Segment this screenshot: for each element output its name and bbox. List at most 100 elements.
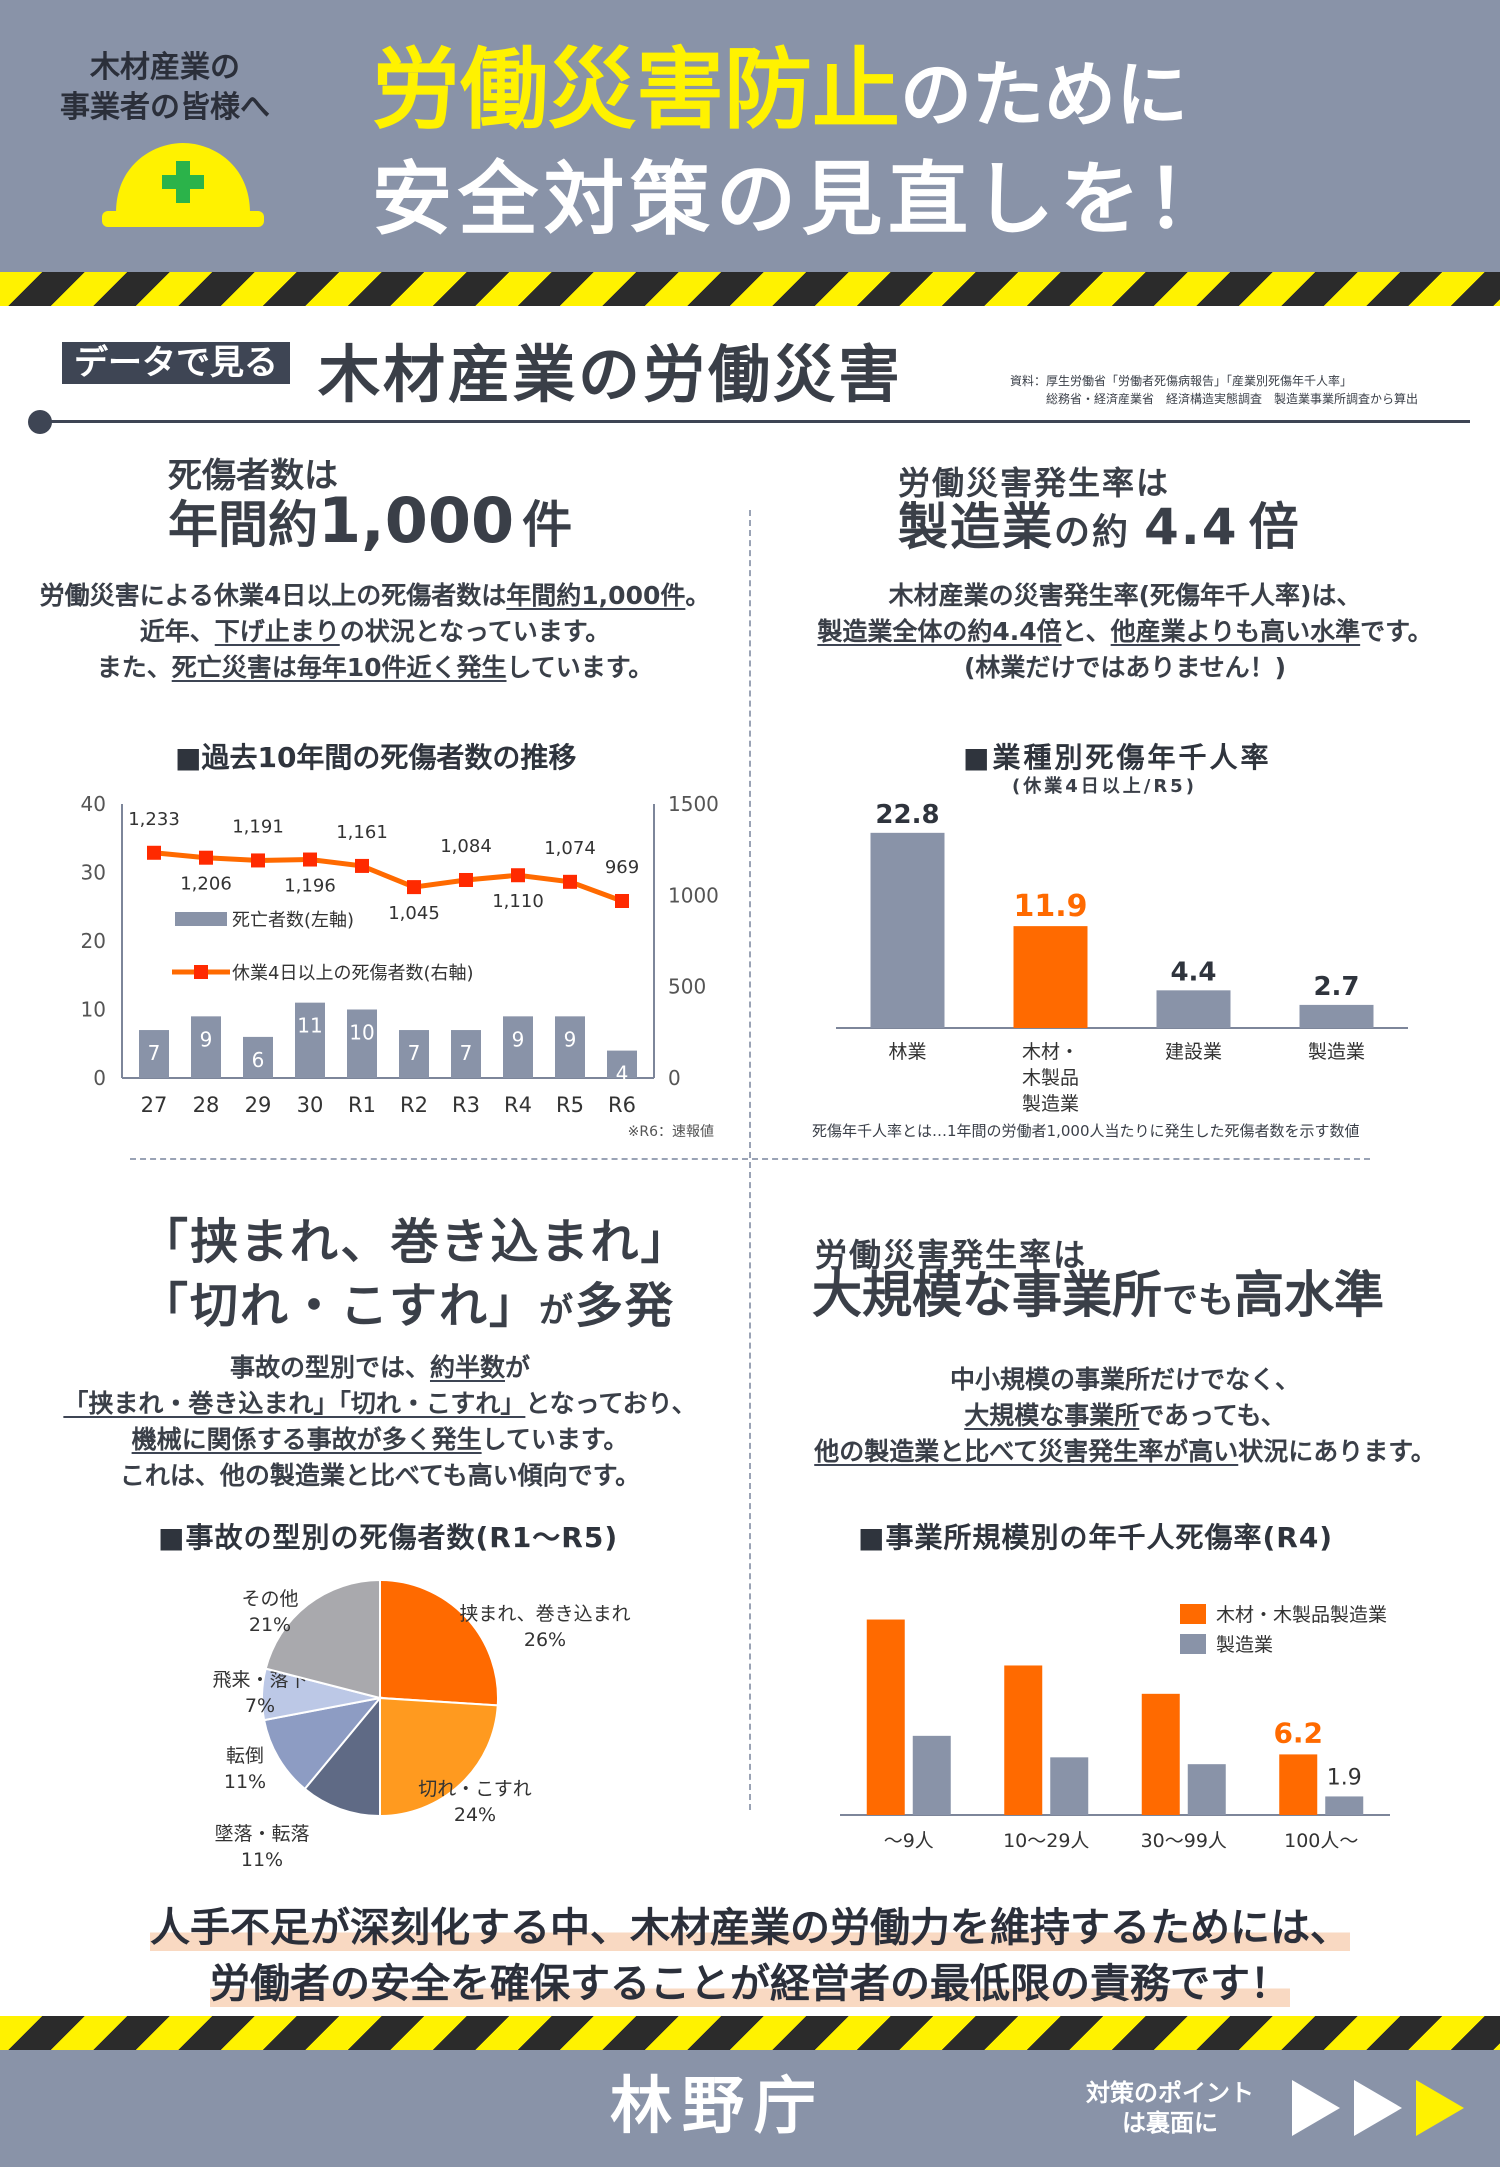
q2-text: と、 xyxy=(1061,617,1111,646)
trend-footnote: ※R6：速報値 xyxy=(628,1124,714,1140)
trend-point xyxy=(147,845,161,860)
trend-point-label: 1,074 xyxy=(544,838,596,859)
trend-left-tick: 30 xyxy=(81,861,106,885)
q4-body-line2: 大規模な事業所であっても、 xyxy=(775,1398,1475,1434)
trend-x-tick: R4 xyxy=(504,1093,532,1117)
trend-bar-label: 7 xyxy=(408,1041,421,1065)
pie-slice-pct: 11% xyxy=(241,1849,283,1871)
safety-helmet-icon xyxy=(102,143,264,227)
q1-text: の状況となっています。 xyxy=(339,617,611,646)
q3-body: 事故の型別では、約半数が 「挟まれ・巻き込まれ」「切れ・こすれ」となっており、 … xyxy=(60,1350,700,1494)
play-arrows-icon xyxy=(1292,2080,1464,2136)
q3-text: 事故の型別では、 xyxy=(229,1353,430,1382)
size-value-label: 1.9 xyxy=(1327,1765,1362,1790)
header-title-suffix: のために xyxy=(900,53,1189,137)
pie-slice xyxy=(261,1667,381,1722)
header-title-highlight: 労働災害防止 xyxy=(372,38,901,141)
trend-bar-label: 9 xyxy=(512,1027,525,1051)
q1-heading-number: 1,000 xyxy=(318,484,515,557)
trend-point xyxy=(303,852,317,867)
trend-right-tick: 1500 xyxy=(668,792,719,816)
q2-emphasis: 他産業よりも高い水準 xyxy=(1110,617,1361,646)
reverse-note-line2: は裏面に xyxy=(1122,2109,1218,2137)
size-legend-label: 製造業 xyxy=(1216,1634,1273,1656)
trend-x-tick: 27 xyxy=(141,1093,168,1117)
q4-text: であっても、 xyxy=(1139,1401,1286,1430)
trend-point xyxy=(511,868,525,883)
source-line2: 総務省・経済産業省 経済構造実態調査 製造業事業所調査から算出 xyxy=(1046,392,1419,406)
q3-emphasis: 機械に関係する事故が多く発生 xyxy=(131,1425,482,1454)
trend-right-tick: 0 xyxy=(668,1066,681,1090)
size-legend-swatch xyxy=(1180,1634,1206,1654)
industry-bar xyxy=(870,832,945,1028)
industry-value-label: 2.7 xyxy=(1313,972,1359,1002)
q4-heading-line2: 大規模な事業所でも高水準 xyxy=(812,1262,1384,1334)
q1-text: 。 xyxy=(685,581,711,610)
trend-bar xyxy=(191,1016,221,1078)
trend-line xyxy=(153,850,623,904)
q2-chart-title: ■業種別死傷年千人率 xyxy=(963,741,1272,774)
trend-bar-label: 4 xyxy=(616,1062,629,1086)
trend-bar-label: 9 xyxy=(564,1027,577,1051)
q2-heading-unit: 倍 xyxy=(1248,498,1301,556)
q1-emphasis: 死亡災害は毎年10件近く発生 xyxy=(171,653,507,682)
q3-body-line1: 事故の型別では、約半数が xyxy=(60,1350,700,1386)
trend-point xyxy=(615,893,629,908)
q3-text: しています。 xyxy=(481,1425,629,1454)
pie-slice xyxy=(303,1695,381,1818)
header-title-line2: 安全対策の見直しを！ xyxy=(372,153,1232,246)
q2-chart-note: 死傷年千人率とは…1年間の労働者1,000人当たりに発生した死傷者数を示す数値 xyxy=(812,1122,1360,1140)
trend-x-tick: 30 xyxy=(297,1093,324,1117)
agency-name: 林野庁 xyxy=(610,2069,827,2142)
q2-heading-line1: 労働災害発生率は xyxy=(898,464,1171,502)
q2-heading-industry: 製造業 xyxy=(898,498,1054,556)
q4-emphasis: 大規模な事業所 xyxy=(964,1401,1140,1430)
q4-heading-term: 大規模な事業所 xyxy=(812,1266,1162,1324)
size-bar xyxy=(1187,1764,1226,1815)
q3-body-line4: これは、他の製造業と比べても高い傾向です。 xyxy=(119,1461,641,1490)
size-category-label: ～9人 xyxy=(884,1830,934,1852)
industry-category-label: 製造業 xyxy=(1022,1093,1079,1115)
q1-body: 労働災害による休業4日以上の死傷者数は年間約1,000件。 近年、下げ止まりの状… xyxy=(30,578,720,686)
reverse-side-note: 対策のポイント は裏面に xyxy=(1080,2078,1260,2138)
pie-slice-label: その他 xyxy=(241,1588,298,1610)
hazard-stripe-bottom xyxy=(0,2016,1500,2050)
size-value-label: 6.2 xyxy=(1273,1716,1323,1749)
industry-category-label: 林業 xyxy=(888,1041,926,1063)
size-bar xyxy=(1050,1757,1089,1815)
trend-x-tick: 28 xyxy=(193,1093,220,1117)
q4-text: 状況にあります。 xyxy=(1238,1437,1436,1466)
q1-heading-line1: 死傷者数は xyxy=(168,456,338,496)
addressee-line1: 木材産業の xyxy=(90,50,240,85)
q3-chart-title: ■事故の型別の死傷者数(R1～R5) xyxy=(158,1521,619,1554)
trend-bar xyxy=(139,1030,169,1078)
size-bar xyxy=(912,1735,951,1815)
q3-text: となっており、 xyxy=(525,1389,697,1418)
trend-bar xyxy=(451,1030,481,1078)
pie-slice xyxy=(264,1578,381,1700)
q1-body-line1: 労働災害による休業4日以上の死傷者数は年間約1,000件。 xyxy=(30,578,720,614)
q2-heading-particle: の約 xyxy=(1054,512,1131,553)
q1-heading-line2: 年間約1,000 件 xyxy=(168,488,572,558)
hazard-stripe-top xyxy=(0,272,1500,306)
pie-slice-pct: 7% xyxy=(245,1695,275,1717)
q3-heading-line2: 「切れ・こすれ」が多発 xyxy=(140,1276,675,1341)
pie-slice-label: 墜落・転落 xyxy=(214,1823,309,1845)
size-legend-swatch xyxy=(1180,1604,1206,1624)
industry-category-label: 製造業 xyxy=(1308,1041,1365,1063)
industry-bar xyxy=(1013,926,1088,1028)
q1-heading-unit: 件 xyxy=(522,496,573,554)
size-bar xyxy=(866,1619,905,1815)
q4-body: 中小規模の事業所だけでなく、 大規模な事業所であっても、 他の製造業と比べて災害… xyxy=(775,1362,1475,1470)
addressee: 木材産業の 事業者の皆様へ xyxy=(55,48,275,128)
q3-heading-line1: 「挟まれ、巻き込まれ」 xyxy=(140,1214,691,1270)
q4-heading-emphasis: 高水準 xyxy=(1234,1266,1385,1324)
trend-left-tick: 40 xyxy=(81,792,106,816)
size-bar xyxy=(1141,1693,1180,1815)
q4-chart-title: ■事業所規模別の年千人死傷率(R4) xyxy=(858,1521,1334,1554)
trend-x-tick: R1 xyxy=(348,1093,376,1117)
trend-left-tick: 10 xyxy=(81,998,106,1022)
industry-bar xyxy=(1299,1004,1374,1028)
trend-left-tick: 20 xyxy=(81,929,106,953)
q3-heading-particle: が xyxy=(539,1291,576,1331)
